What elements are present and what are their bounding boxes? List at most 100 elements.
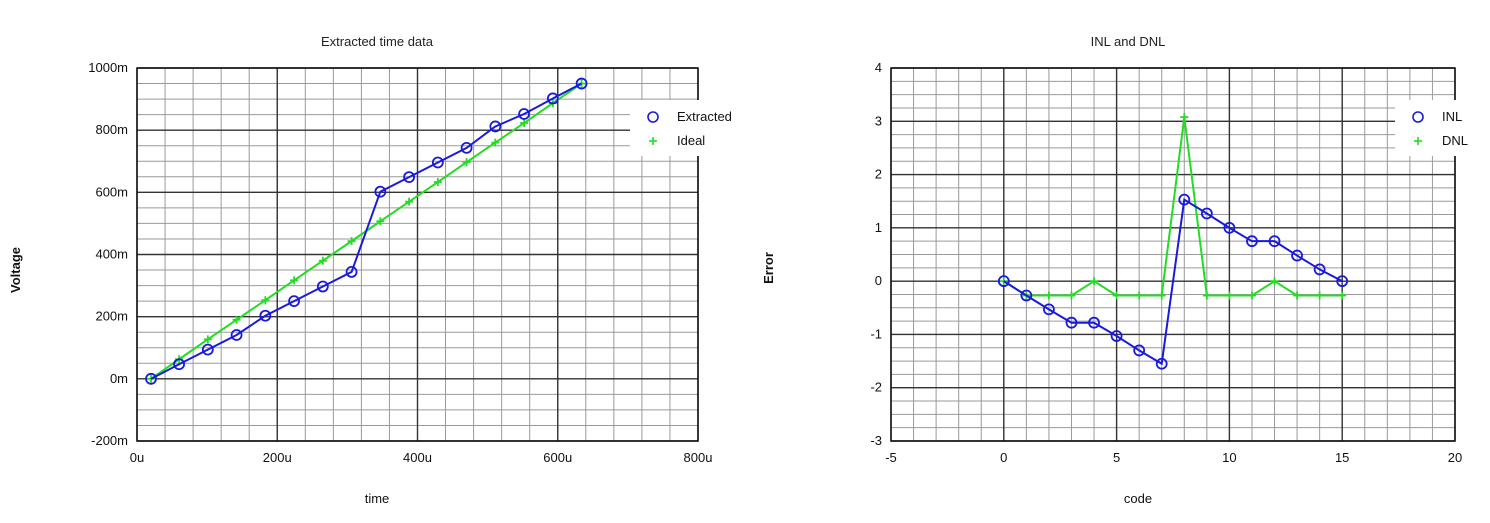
grid [890,67,1456,442]
x-tick-label: 0 [1000,450,1007,465]
x-tick-label: -5 [885,450,897,465]
data-point [1247,291,1256,300]
data-point [318,256,327,265]
x-tick-label: 0u [130,450,144,465]
data-point [1155,357,1168,370]
x-tick-label: 200u [263,450,292,465]
data-point [232,315,241,324]
data-point [203,335,212,344]
y-tick-label: 600m [95,184,128,199]
series-extracted [145,77,588,385]
data-point [1110,330,1123,342]
y-tick-label: 2 [875,167,882,182]
series-line-inl [1003,197,1343,366]
data-point [1336,275,1349,288]
y-tick-label: 0 [875,273,882,288]
data-point [403,171,415,184]
y-axis-label: Error [761,252,776,284]
x-tick-label: 5 [1113,450,1120,465]
data-point [433,178,442,187]
data-point [1133,344,1146,357]
data-point [1135,291,1144,300]
data-point [345,266,358,278]
legend-marker-circle [647,111,659,123]
data-point [261,296,270,305]
y-tick-label: 3 [875,113,882,128]
data-point [173,358,185,371]
data-point [575,77,588,90]
data-point [1044,291,1053,300]
data-point [1291,249,1303,262]
data-point [1225,291,1234,300]
y-tick-label: -1 [870,326,882,341]
data-point [1246,235,1258,248]
data-point [1338,291,1347,300]
x-tick-label: 800u [684,450,713,465]
plot-frame [890,67,1456,442]
data-point [1200,207,1213,220]
data-point [405,197,414,206]
data-point [518,108,530,120]
data-point [1067,291,1076,300]
data-point [520,119,529,128]
data-point [230,329,243,341]
y-tick-label: 4 [875,60,882,75]
series-inl [997,193,1349,370]
data-point [1178,193,1191,206]
data-point [201,343,214,356]
y-tick-label: 1000m [88,60,128,75]
plot-frame [136,67,699,442]
data-point [1112,291,1121,300]
data-point [460,141,473,154]
legend-label: INL [1442,109,1462,124]
legend-marker-circle [1412,111,1424,123]
data-point [1090,277,1099,286]
grid [136,67,699,442]
series-dnl [999,113,1347,300]
series-line-dnl [1003,116,1343,297]
x-tick-label: 10 [1222,450,1236,465]
chart-2: -5 0 5 10 15 20 -3 -2 -1 0 1 2 3 4 INL and DNL code Erro… [761,34,1475,506]
legend-box [630,100,750,156]
data-point [1065,316,1078,329]
x-tick-label: 15 [1335,450,1349,465]
chart-1: 0u 200u 400u 600u 800u -200m 0m 200m 400m 600m 800… [8,34,750,506]
x-tick-label: 400u [403,450,432,465]
y-tick-label: 800m [95,122,128,137]
x-axis-label: time [365,491,390,506]
legend-box [1395,100,1475,156]
y-tick-label: 1 [875,220,882,235]
data-point [1315,291,1324,300]
y-axis-label: Voltage [8,247,23,293]
data-point [997,275,1010,288]
data-point [259,309,272,322]
data-point [376,217,385,226]
data-point [374,185,387,198]
y-tick-label: 0m [110,371,128,386]
data-point [290,276,299,285]
data-point [1270,277,1279,286]
data-point [316,280,329,293]
x-axis-label: code [1124,491,1152,506]
y-tick-label: -3 [870,433,882,448]
legend: Extracted Ideal [630,100,750,156]
data-point [1313,263,1326,276]
legend-label: DNL [1442,133,1468,148]
legend: INL DNL [1395,100,1475,156]
data-point [1020,289,1033,302]
data-point [1202,291,1211,300]
y-tick-label: 200m [95,309,128,324]
data-point [1088,316,1100,329]
data-point [462,158,471,167]
data-point [1157,291,1166,300]
data-point [1180,113,1189,122]
data-point [347,237,356,246]
chart-title: INL and DNL [1091,34,1166,49]
data-point [1223,221,1236,234]
legend-label: Ideal [677,133,705,148]
data-point [145,372,157,385]
y-tick-label: 400m [95,247,128,262]
y-tick-label: -2 [870,380,882,395]
